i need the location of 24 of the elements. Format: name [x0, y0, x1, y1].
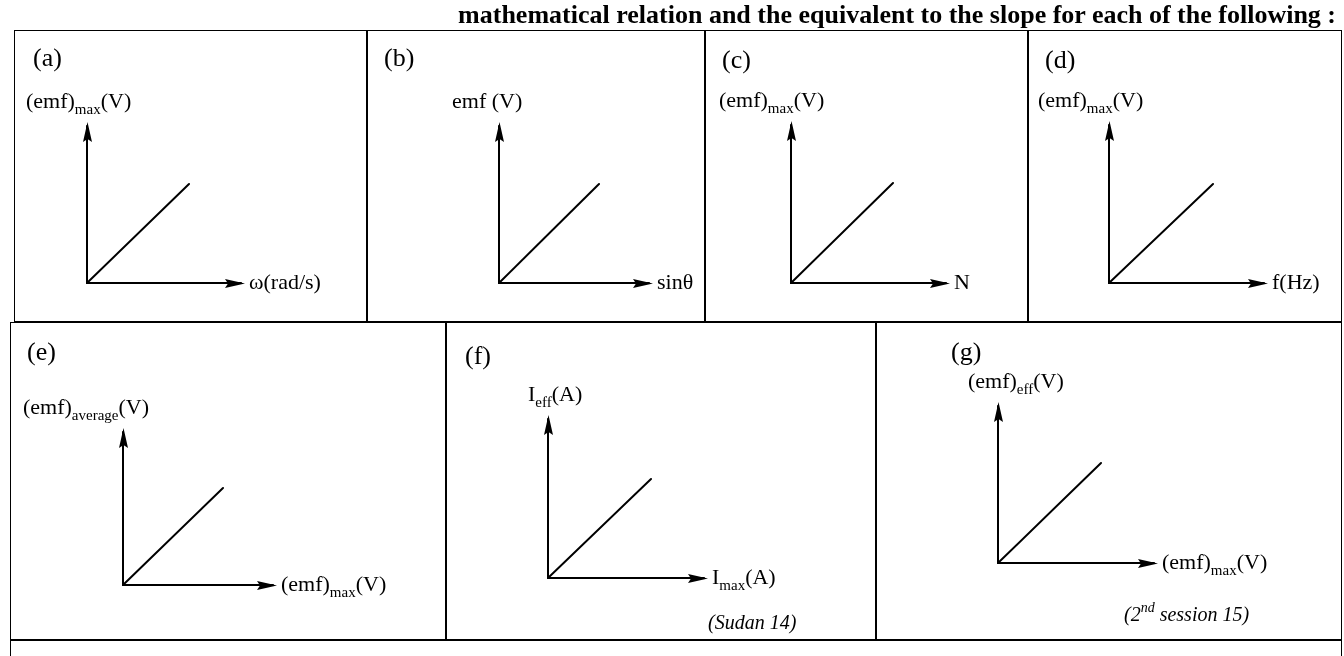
y-axis-title: (emf)$_{max}$(V): [26, 88, 132, 117]
x-axis-title: N: [954, 269, 970, 295]
x-axis-title: ω(rad/s): [249, 269, 321, 295]
x-axis-title: f(Hz): [1272, 269, 1320, 295]
y-axis-title: emf (V): [452, 88, 523, 114]
chart-title: (b): [384, 43, 415, 73]
y-axis-title: (emf)$_{eff}$(V): [968, 368, 1064, 397]
y-axis-title: (emf)$_{max}$(V): [1038, 87, 1144, 116]
chart-title: (e): [27, 337, 56, 367]
text: (Sudan 14): [708, 611, 797, 634]
chart-title: (d): [1045, 45, 1076, 75]
x-axis-title: (emf)$_{max}$(V): [1162, 549, 1268, 578]
y-axis-title: (emf)$_{average}$(V): [23, 394, 150, 423]
chart-title: (c): [722, 45, 751, 75]
x-axis-title: (emf)$_{max}$(V): [281, 571, 387, 600]
text: mathematical relation and the equivalent to the slope for each of the following :: [458, 0, 1336, 30]
x-axis-title: I$_{max}$(A): [712, 564, 776, 593]
chart-title: (a): [33, 43, 62, 73]
chart-title: (g): [951, 337, 982, 367]
x-axis-title: sinθ: [657, 269, 694, 295]
text: (2$^{nd}$ session 15): [1124, 600, 1250, 626]
y-axis-title: I$_{eff}$(A): [528, 381, 583, 410]
chart-title: (f): [465, 341, 491, 371]
y-axis-title: (emf)$_{max}$(V): [719, 87, 825, 116]
